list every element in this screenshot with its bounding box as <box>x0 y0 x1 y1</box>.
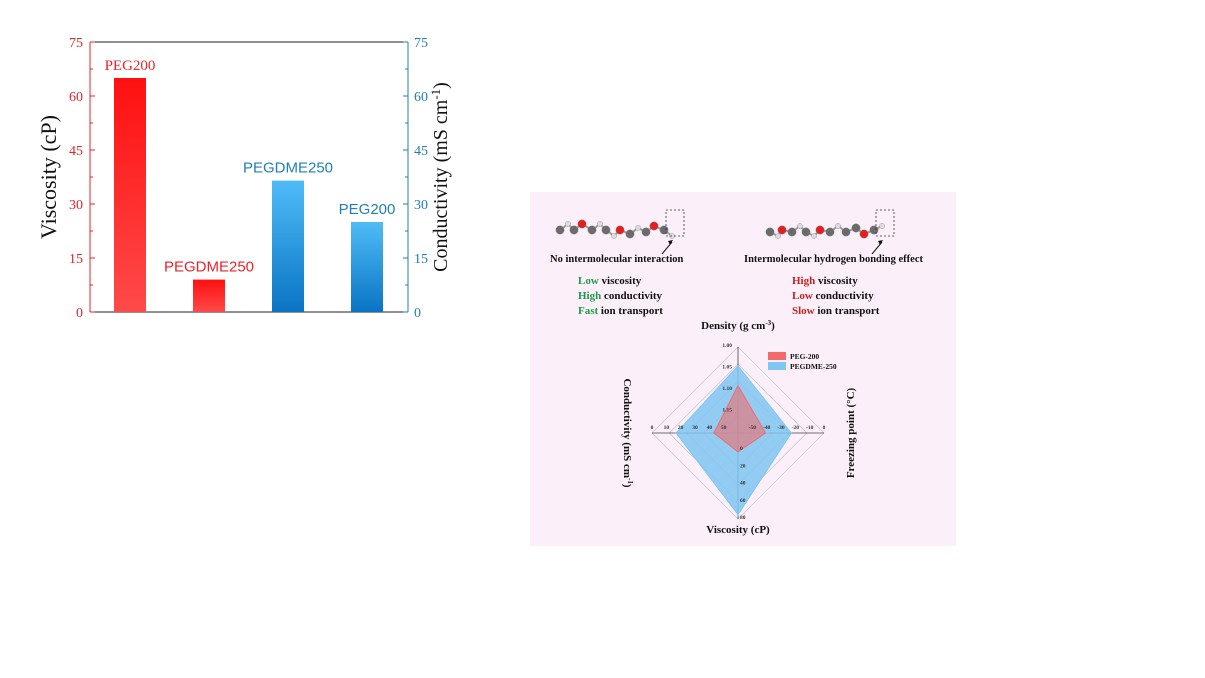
hydrogen-atom <box>635 225 641 231</box>
carbon-atom <box>569 225 579 235</box>
right-prop-2: Low conductivity <box>792 290 874 302</box>
molecule <box>765 209 895 255</box>
left-property-list: Low viscosity High conductivity Fast ion… <box>578 274 663 319</box>
radar-tick-label: 60 <box>740 498 746 504</box>
carbon-atom <box>787 227 797 237</box>
left-tick-label: 0 <box>76 306 83 321</box>
carbon-atom <box>841 227 851 237</box>
bar-label: PEGDME250 <box>164 259 254 276</box>
bar-chart: 0 15 30 45 60 75 0 15 30 45 60 75 Viscosity (cP) Cond… <box>36 36 453 321</box>
bar-peg200 <box>114 78 146 312</box>
radar-tick-label: -40 <box>763 425 771 431</box>
radar-tick-label: 1.00 <box>722 343 732 349</box>
legend-swatch <box>768 362 786 370</box>
carbon-atom <box>851 223 861 233</box>
hydrogen-atom <box>597 221 603 227</box>
right-property-list: High viscosity Low conductivity Slow ion… <box>792 274 879 319</box>
left-prop-3: Fast ion transport <box>578 305 663 317</box>
bar-label: PEGDME250 <box>243 160 333 177</box>
bar-label: PEG200 <box>105 58 156 74</box>
radar-tick-label: 0 <box>651 425 654 431</box>
radar-tick-label: 20 <box>740 463 746 469</box>
right-molecule-caption: Intermolecular hydrogen bonding effect <box>744 254 923 265</box>
radar-chart: 1.00 1.05 1.10 1.15 0 -10 -20 -30 -40 -50 80 60 40 20… <box>621 319 857 536</box>
hydrogen-atom <box>797 223 803 229</box>
radar-tick-label: -20 <box>792 425 800 431</box>
radar-tick-label: 50 <box>721 425 727 431</box>
radar-axis-title-freezing: Freezing point (°C) <box>845 387 857 478</box>
radar-tick-label: 0 <box>823 425 826 431</box>
left-tick-label: 60 <box>69 90 83 105</box>
molecule-illustrations <box>555 209 895 255</box>
radar-tick-label: 1.15 <box>722 408 732 414</box>
radar-tick-label: 40 <box>707 425 713 431</box>
right-tick-label: 75 <box>414 36 428 51</box>
hydrogen-atom <box>835 223 841 229</box>
hydrogen-atom <box>811 233 817 239</box>
left-prop-2: High conductivity <box>578 290 663 302</box>
radar-tick-label: 80 <box>740 515 746 521</box>
legend-swatch <box>768 352 786 360</box>
comparison-panel: No intermolecular interaction Intermolec… <box>530 192 956 546</box>
arrow-head <box>668 240 673 245</box>
carbon-atom <box>625 229 635 239</box>
radar-axis-title-conductivity: Conductivity (mS cm-1) <box>621 378 634 487</box>
left-axis-title: Viscosity (cP) <box>36 115 61 239</box>
carbon-atom <box>601 225 611 235</box>
right-tick-label: 60 <box>414 90 428 105</box>
radar-tick-label: 1.10 <box>722 386 732 392</box>
radar-tick-label: 30 <box>692 425 698 431</box>
right-prop-1: High viscosity <box>792 275 858 287</box>
right-prop-3: Slow ion transport <box>792 305 880 317</box>
legend-label: PEG-200 <box>790 352 819 361</box>
oxygen-atom <box>777 225 787 235</box>
left-tick-label: 15 <box>69 252 83 267</box>
oxygen-atom <box>577 219 587 229</box>
hydrogen-atom <box>565 221 571 227</box>
hydrogen-atom <box>611 233 617 239</box>
radar-tick-label: 1.05 <box>722 365 732 371</box>
carbon-atom <box>825 227 835 237</box>
right-tick-label: 15 <box>414 252 428 267</box>
radar-axis-title-viscosity: Viscosity (cP) <box>706 524 770 536</box>
carbon-atom <box>641 227 651 237</box>
bar-label: PEG200 <box>339 201 396 218</box>
right-tick-label: 45 <box>414 144 428 159</box>
radar-tick-label: -30 <box>777 425 785 431</box>
radar-tick-label: 0 <box>740 446 743 452</box>
bar-pegdme250 <box>193 279 225 312</box>
carbon-atom <box>801 227 811 237</box>
radar-tick-label: 10 <box>664 425 670 431</box>
carbon-atom <box>555 225 565 235</box>
left-tick-label: 75 <box>69 36 83 51</box>
left-molecule-caption: No intermolecular interaction <box>550 254 684 265</box>
carbon-atom <box>765 227 775 237</box>
molecule <box>555 209 685 255</box>
bar-peg200 <box>351 222 383 312</box>
radar-axis-title-density: Density (g cm-3) <box>701 319 775 332</box>
legend-label: PEGDME-250 <box>790 362 837 371</box>
left-tick-label: 30 <box>69 198 83 213</box>
left-tick-label: 45 <box>69 144 83 159</box>
radar-tick-label: -50 <box>749 425 757 431</box>
right-tick-label: 0 <box>414 306 421 321</box>
oxygen-atom <box>815 225 825 235</box>
radar-tick-label: -10 <box>806 425 814 431</box>
right-tick-label: 30 <box>414 198 428 213</box>
left-prop-1: Low viscosity <box>578 275 642 287</box>
highlight-box <box>665 209 685 237</box>
hydrogen-atom <box>775 233 781 239</box>
oxygen-atom <box>859 229 869 239</box>
right-axis-title: Conductivity (mS cm-1) <box>428 82 453 272</box>
radar-series-peg-200 <box>713 384 767 453</box>
hydrogen-atom <box>879 223 885 229</box>
radar-tick-label: 20 <box>678 425 684 431</box>
oxygen-atom <box>649 221 659 231</box>
arrow-head <box>878 240 883 245</box>
bar-pegdme250 <box>272 180 304 312</box>
oxygen-atom <box>615 225 625 235</box>
highlight-box <box>875 209 895 237</box>
carbon-atom <box>587 225 597 235</box>
radar-tick-label: 40 <box>740 481 746 487</box>
